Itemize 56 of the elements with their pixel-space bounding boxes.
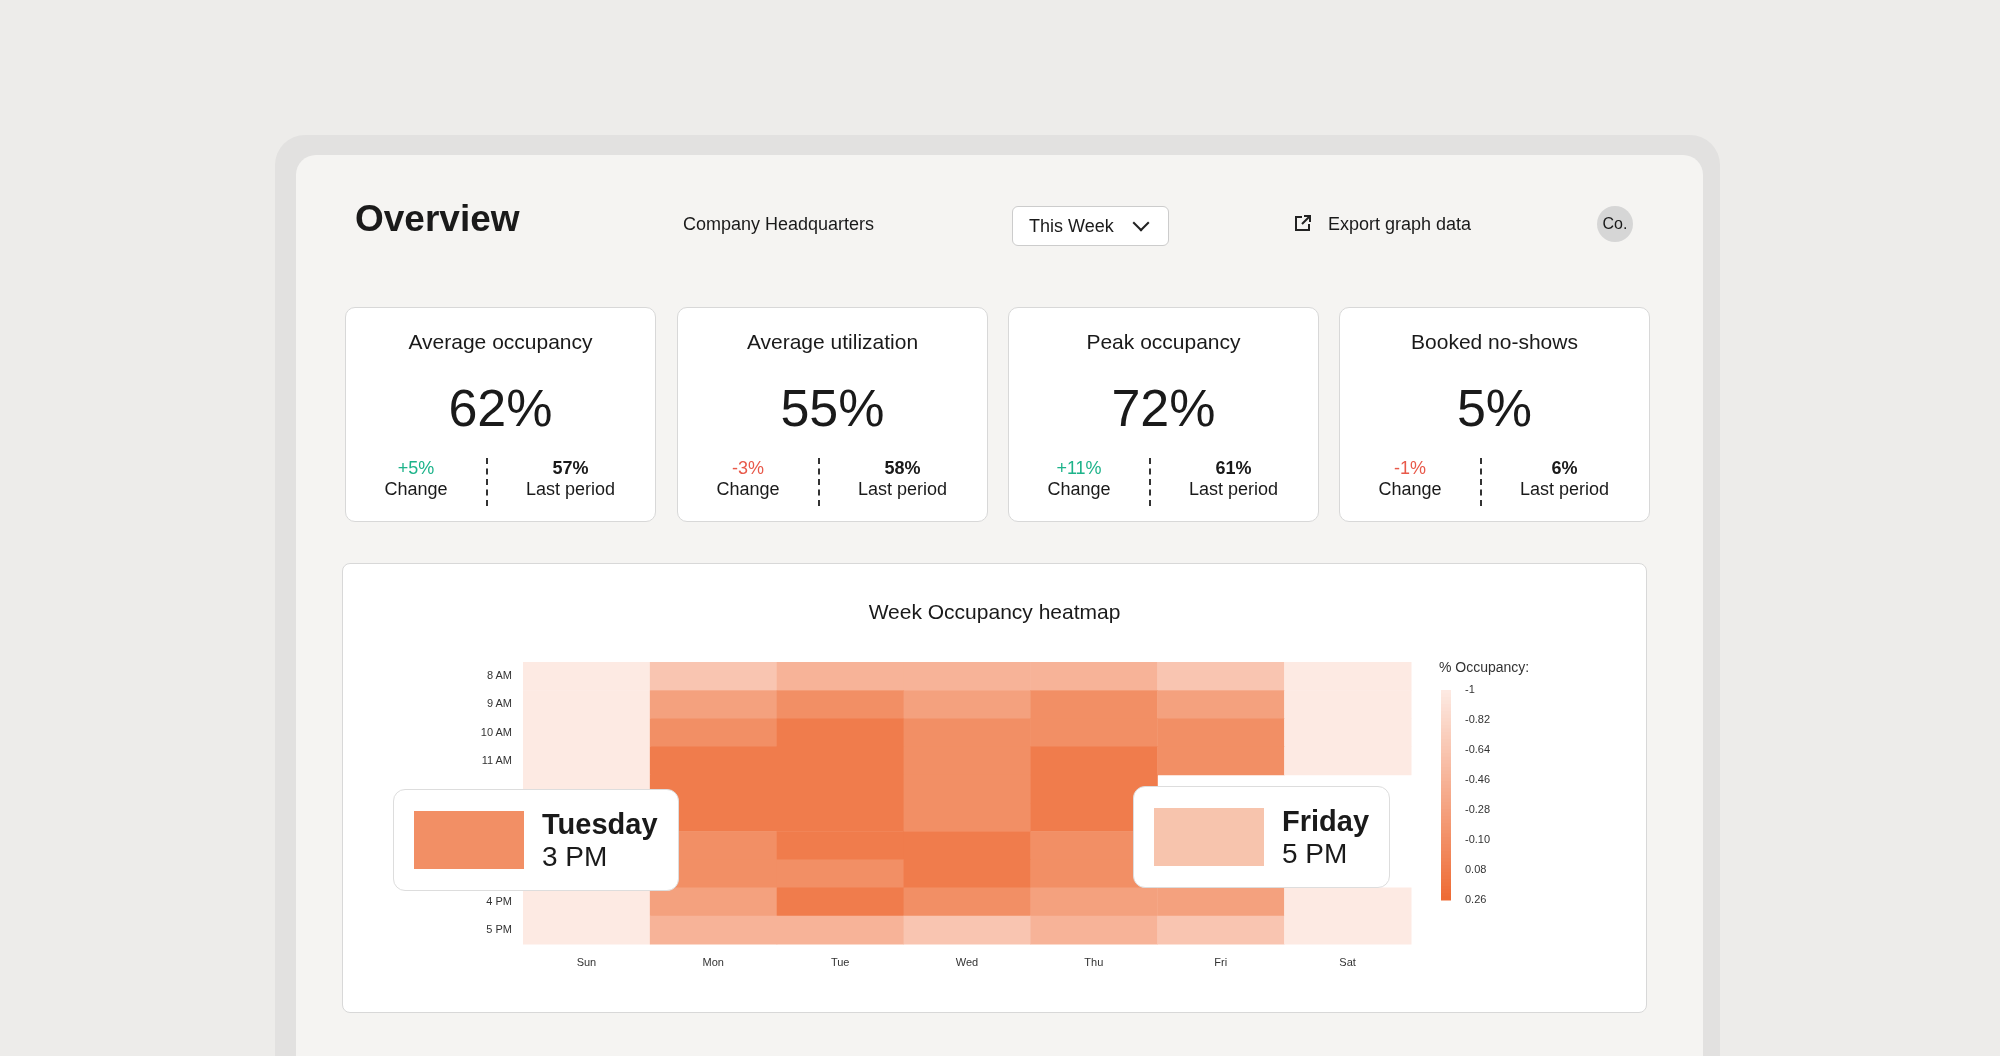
text: Change	[383, 479, 449, 500]
text: 55%	[779, 378, 886, 438]
color-bar-label: 0.08	[1465, 863, 1487, 876]
color-bar-label: -0.28	[1465, 803, 1491, 816]
text: Last period	[1518, 479, 1611, 500]
text: Overview	[355, 198, 520, 240]
x-tick-label: Tue	[830, 955, 850, 968]
text: Average utilization	[745, 330, 920, 354]
color-bar-label: -0.46	[1465, 773, 1491, 786]
x-tick-label: Fri	[1214, 955, 1228, 968]
color-bar-label: 0.26	[1465, 893, 1487, 906]
y-tick-label: 5 PM	[486, 922, 512, 935]
text: 61%	[1214, 458, 1253, 479]
text: This Week	[1029, 216, 1114, 237]
annotation: Friday 5 PM	[1282, 804, 1370, 869]
text: Booked no-shows	[1410, 330, 1579, 354]
y-tick-label: 10 AM	[480, 725, 512, 738]
text: 5%	[1455, 378, 1534, 438]
text: Last period	[1187, 479, 1280, 500]
text: Co.	[1597, 206, 1633, 242]
color-bar-label: -0.10	[1465, 833, 1491, 846]
x-tick-label: Thu	[1084, 955, 1104, 968]
text: 58%	[883, 458, 922, 479]
text: Peak occupancy	[1085, 330, 1242, 354]
x-tick-label: Sun	[576, 955, 597, 968]
y-tick-label: 4 PM	[486, 894, 512, 907]
text: 72%	[1110, 378, 1217, 438]
text: -1%	[1393, 458, 1427, 479]
text: Last period	[524, 479, 617, 500]
text: Company Headquarters	[683, 214, 875, 235]
callout-card: Friday 5 PM	[1133, 786, 1391, 888]
y-tick-label: 11 AM	[481, 753, 512, 766]
text: 6%	[1550, 458, 1579, 479]
y-tick-label: 9 AM	[486, 697, 512, 710]
x-tick-label: Wed	[955, 955, 979, 968]
text: Average occupancy	[407, 330, 594, 354]
text: 62%	[447, 378, 554, 438]
y-tick-label: 8 AM	[486, 669, 512, 682]
text: Change	[1377, 479, 1443, 500]
text: +5%	[396, 458, 436, 479]
color-bar-label: -0.64	[1465, 743, 1491, 756]
color-bar-label: -1	[1465, 683, 1475, 696]
text: Last period	[856, 479, 949, 500]
chart-title: Week Occupancy heatmap	[867, 600, 1122, 624]
text: Change	[715, 479, 781, 500]
x-tick-label: Sat	[1339, 955, 1356, 968]
text: -3%	[731, 458, 765, 479]
callout-card: Tuesday 3 PM	[393, 789, 679, 891]
color-bar-title: % Occupancy:	[1439, 658, 1530, 675]
text: Export graph data	[1328, 214, 1472, 235]
color-bar-label: -0.82	[1465, 713, 1491, 726]
text: Change	[1046, 479, 1112, 500]
text: +11%	[1055, 458, 1103, 479]
text: 57%	[551, 458, 590, 479]
annotation: Tuesday 3 PM	[542, 807, 658, 872]
x-tick-label: Mon	[702, 955, 724, 968]
